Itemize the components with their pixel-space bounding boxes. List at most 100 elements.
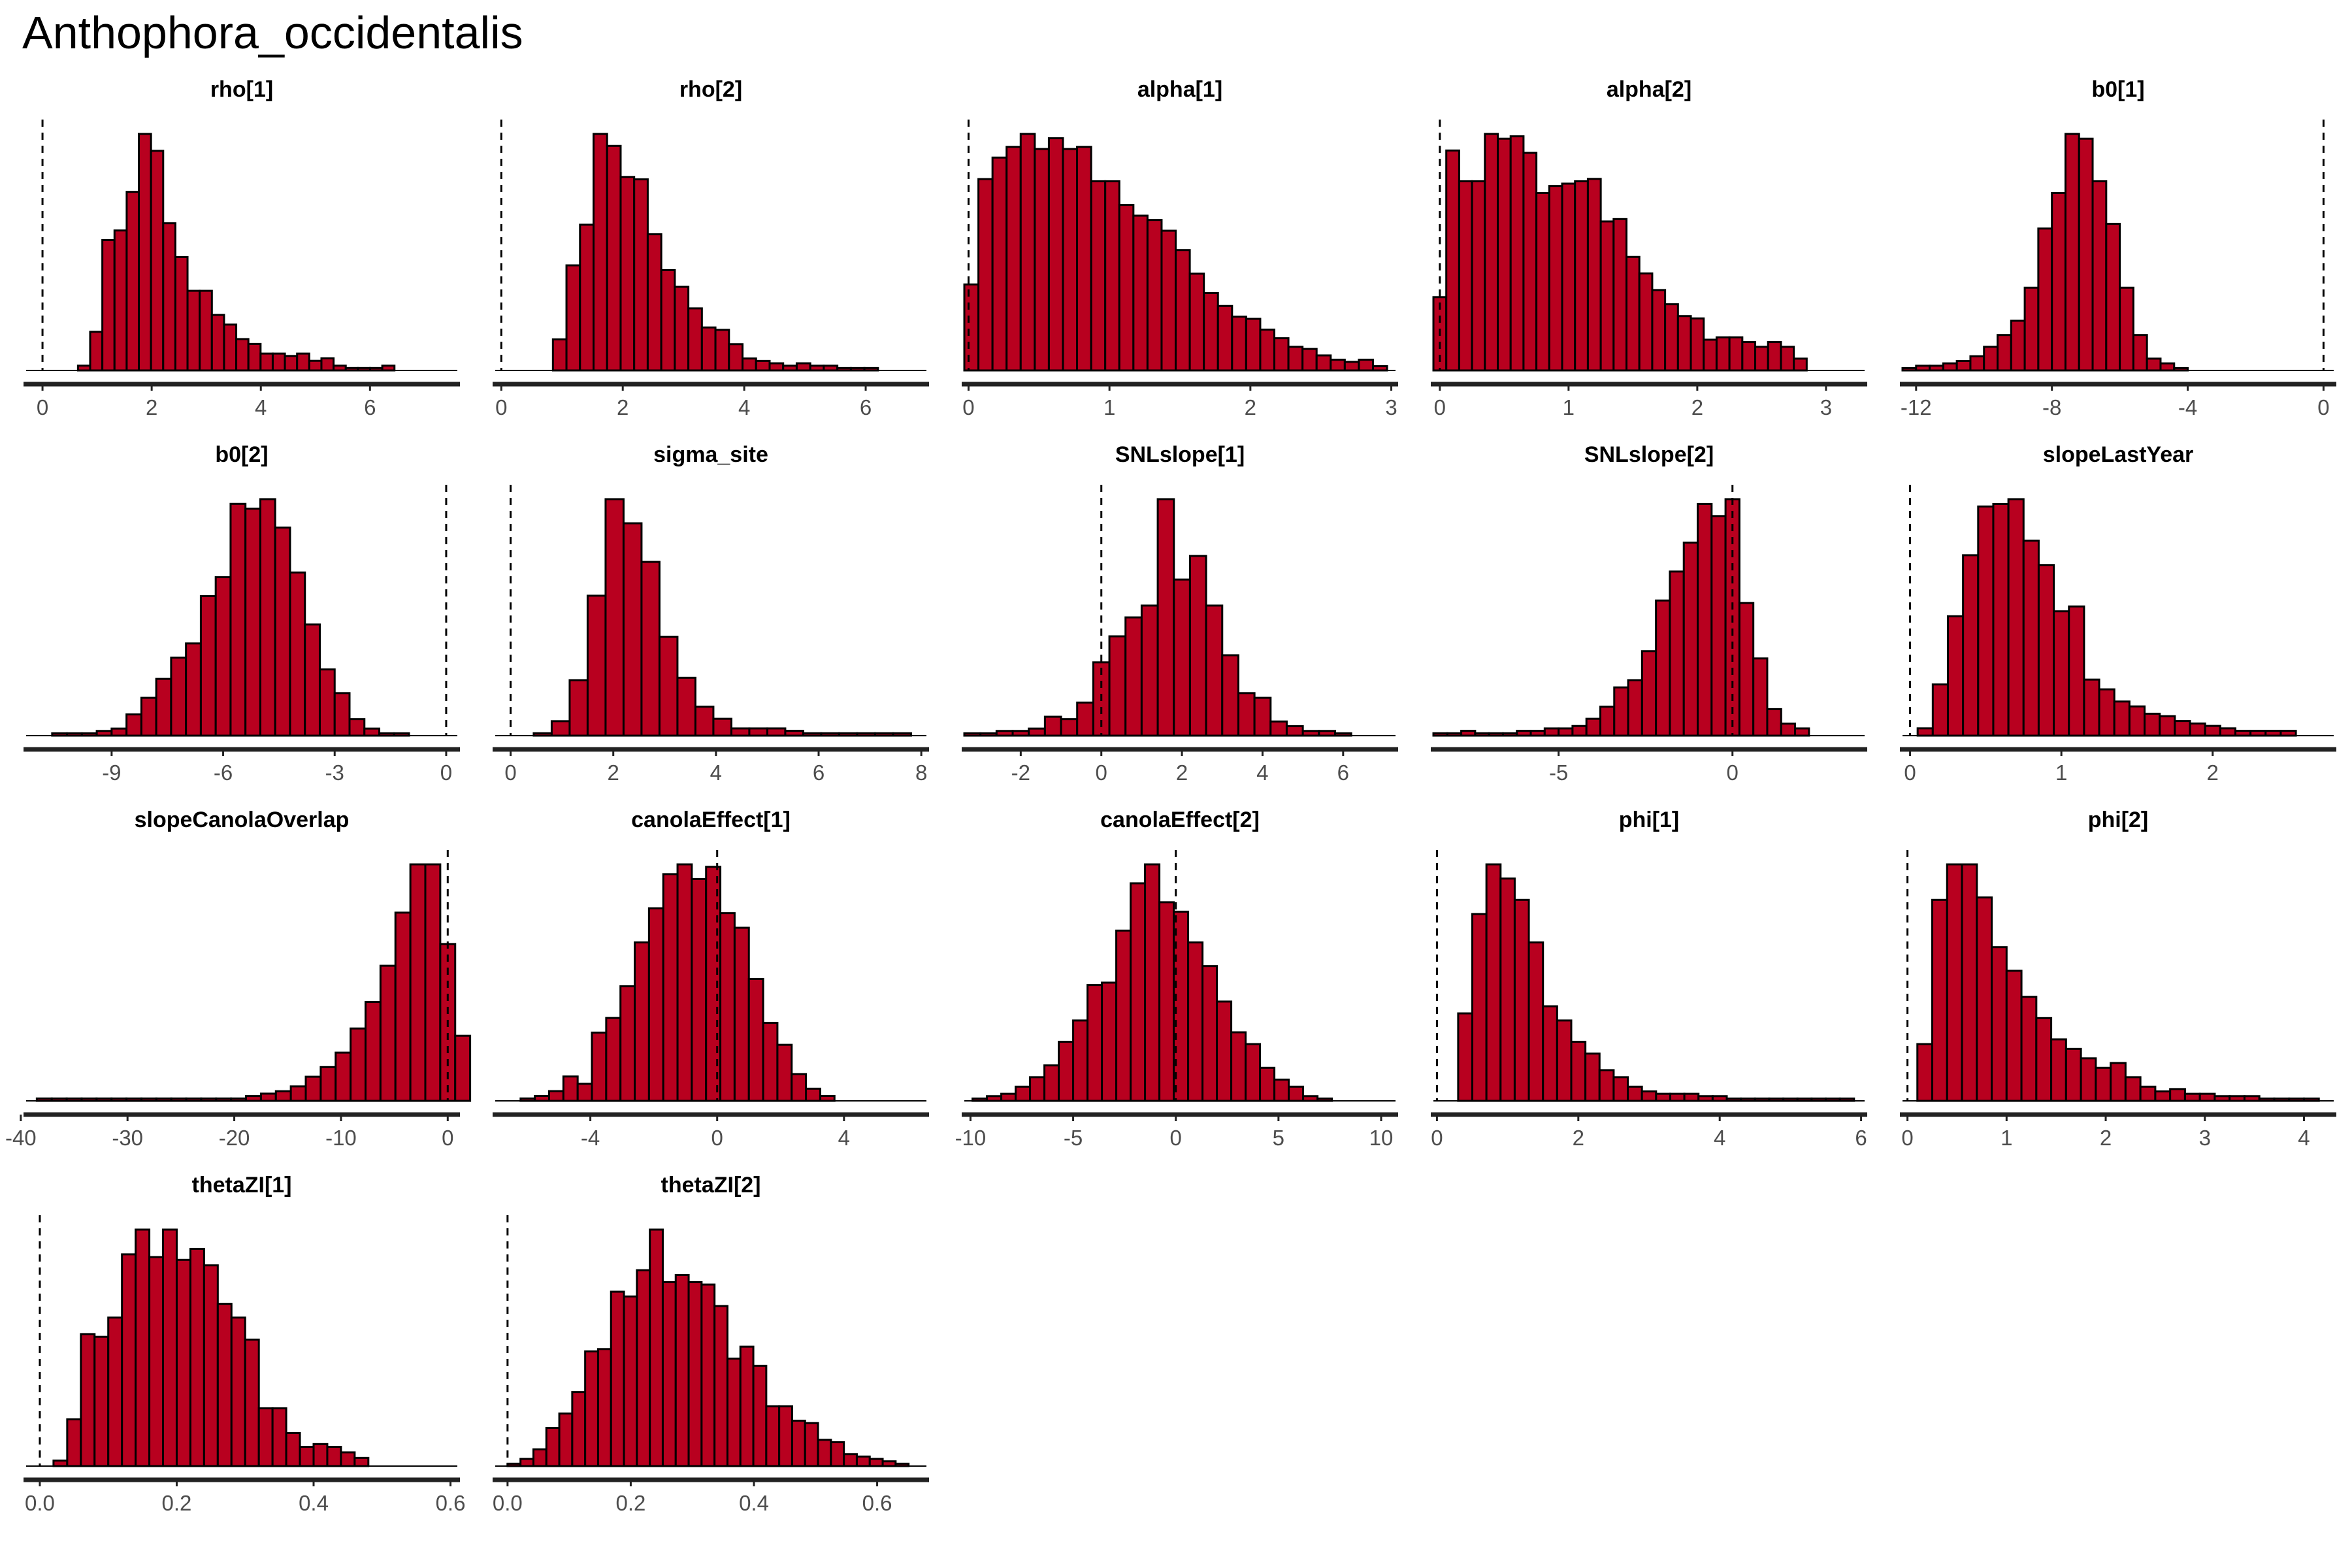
histogram-bar — [1962, 554, 1980, 737]
histogram-bar — [1221, 654, 1239, 737]
histogram-bar — [963, 283, 980, 372]
histogram-bar — [223, 323, 238, 372]
panel-title: SNLslope[1] — [1115, 442, 1245, 467]
histogram-bar — [1991, 946, 2008, 1102]
histogram-bar — [700, 326, 717, 372]
histogram-bar — [1043, 1064, 1060, 1102]
histogram-bar — [1782, 1097, 1799, 1102]
histogram-bar — [285, 1431, 301, 1467]
x-tick-label: 6 — [364, 395, 376, 419]
histogram-bar — [1613, 686, 1629, 737]
histogram-bar — [378, 732, 395, 737]
panel-title: thetaZI[1] — [192, 1173, 292, 1198]
histogram-bar — [1703, 338, 1718, 372]
histogram-bar — [778, 1405, 793, 1467]
panel-title: canolaEffect[2] — [1100, 808, 1260, 832]
x-tick-label: 2 — [2100, 1126, 2112, 1150]
histogram-bar — [381, 365, 396, 372]
histogram-bar — [1287, 346, 1304, 372]
histogram-bar — [1655, 1092, 1671, 1102]
histogram-bar — [1548, 185, 1563, 372]
histogram-bar — [1740, 1097, 1756, 1102]
histogram-bar — [649, 1228, 664, 1467]
histogram-bar — [619, 985, 636, 1102]
histogram-bar — [52, 1460, 69, 1467]
histogram-bar — [50, 1097, 68, 1102]
histogram-bar — [203, 1264, 219, 1467]
x-tick-label: 0.0 — [493, 1491, 523, 1515]
histogram-bar — [795, 362, 811, 372]
histogram-bar — [1929, 365, 1944, 372]
histogram-bar — [135, 1228, 151, 1467]
x-tick-label: 2 — [1691, 395, 1703, 419]
histogram-bar — [2302, 1097, 2320, 1102]
x-tick-label: 0 — [711, 1126, 723, 1150]
histogram-bar — [742, 357, 757, 372]
histogram-bar — [712, 717, 732, 737]
histogram-bar — [748, 727, 768, 737]
histogram-bar — [1715, 336, 1731, 372]
histogram-bar — [1499, 877, 1516, 1102]
histogram-bar — [1641, 650, 1658, 737]
histogram-bar — [550, 720, 571, 737]
x-tick-label: 0 — [1727, 760, 1739, 785]
histogram-bar — [125, 1097, 142, 1102]
histogram-bar — [379, 964, 397, 1102]
histogram-bar — [2124, 1076, 2142, 1102]
histogram-bar — [140, 696, 157, 737]
histogram-bar — [1158, 901, 1175, 1102]
histogram-bar — [1584, 1053, 1601, 1102]
histogram-bar — [1301, 730, 1320, 737]
histogram-bar — [596, 1348, 612, 1467]
histogram-bar — [95, 1097, 113, 1102]
histogram-bar — [394, 911, 412, 1102]
histogram-bar — [138, 133, 152, 372]
panel-title: slopeCanolaOverlap — [135, 808, 350, 832]
histogram-bar — [1931, 898, 1948, 1102]
x-tick-label: 6 — [1337, 760, 1349, 785]
panel-title: rho[1] — [210, 77, 273, 102]
histogram-bar — [1543, 727, 1560, 737]
histogram-bar — [271, 1407, 287, 1467]
histogram-bar — [185, 642, 202, 737]
x-tick-label: -12 — [1901, 395, 1932, 419]
histogram-bar — [2154, 1090, 2172, 1102]
histogram-bar — [1752, 657, 1769, 737]
histogram-bar — [2050, 1038, 2067, 1102]
histogram-bar — [2174, 720, 2191, 737]
histogram-bar — [791, 1420, 806, 1467]
x-tick-label: 0 — [2317, 395, 2329, 419]
histogram-bar — [121, 1253, 137, 1467]
histogram-bar — [558, 1413, 574, 1467]
x-tick-label: -20 — [219, 1126, 250, 1150]
x-tick-label: -2 — [1011, 760, 1030, 785]
histogram-bar — [713, 1305, 728, 1467]
histogram-bar — [1140, 604, 1159, 737]
histogram-bar — [1269, 720, 1288, 737]
histogram-bar — [289, 1085, 307, 1102]
x-tick-label: 0 — [1096, 760, 1107, 785]
histogram-bar — [1961, 863, 1978, 1102]
histogram-bar — [565, 264, 581, 372]
histogram-bar — [1497, 137, 1512, 372]
histogram-bar — [89, 331, 104, 372]
histogram-bar — [1711, 1095, 1728, 1102]
histogram-bar — [1796, 1097, 1813, 1102]
histogram-bar — [762, 1022, 779, 1102]
histogram-bar — [1612, 218, 1628, 372]
histogram-bar — [506, 1462, 522, 1467]
histogram-bar — [820, 732, 840, 737]
histogram-bar — [622, 522, 643, 737]
histogram-bar — [1285, 725, 1304, 737]
histogram-bar — [1043, 715, 1062, 737]
histogram-bar — [2173, 367, 2189, 372]
histogram-bar — [963, 732, 982, 737]
histogram-bar — [519, 1097, 536, 1102]
histogram-bar — [1217, 304, 1233, 372]
histogram-bar — [1625, 255, 1641, 372]
histogram-bar — [333, 365, 347, 372]
histogram-bar — [1029, 1076, 1046, 1102]
histogram-bar — [1513, 898, 1530, 1102]
histogram-bar — [335, 1051, 352, 1102]
histogram-bar — [274, 526, 291, 737]
